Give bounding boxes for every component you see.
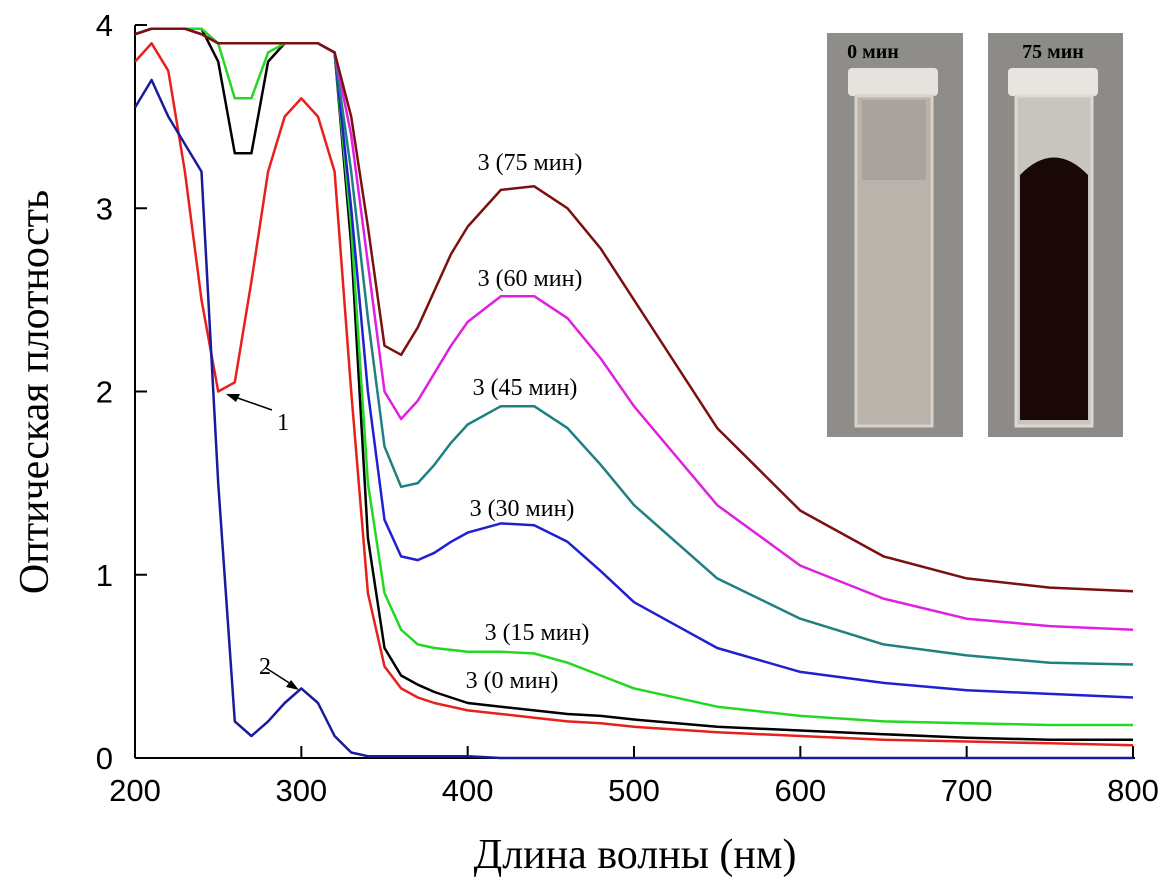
series-label: 3 (30 мин) [470,496,575,522]
series-label: 3 (45 мин) [473,375,578,401]
x-tick-label: 700 [941,773,993,808]
series-label: 3 (15 мин) [485,620,590,646]
y-tick-label: 0 [96,741,113,776]
series-line [135,27,1133,741]
plot-area [135,27,1134,760]
series-line [135,27,1134,666]
series-label: 1 [277,410,289,436]
x-tick-label: 600 [774,773,826,808]
series-label: 3 (60 мин) [478,266,583,292]
x-tick-label: 200 [109,773,161,808]
series-line [135,27,1134,593]
inset-label: 75 мин [1022,41,1084,63]
series-line [135,42,1134,747]
y-tick-label: 2 [96,375,113,410]
y-axis-title: Оптическая плотность [12,190,58,594]
annotation-arrows [226,394,299,690]
series-label: 3 (75 мин) [478,150,583,176]
x-tick-label: 500 [608,773,660,808]
x-tick-label: 800 [1107,773,1159,808]
x-tick-label: 300 [275,773,327,808]
series-label: 2 [259,654,271,680]
y-tick-label: 1 [96,558,113,593]
x-tick-label: 400 [442,773,494,808]
x-axis-title: Длина волны (нм) [474,832,797,878]
series-line [135,27,1133,727]
inset-label: 0 мин [847,41,899,63]
inset-photos [827,33,1123,437]
series-label: 3 (0 мин) [466,668,559,694]
series-line [135,78,1133,760]
series-line [135,27,1134,699]
y-tick-label: 4 [96,8,113,43]
y-tick-label: 3 [96,191,113,226]
